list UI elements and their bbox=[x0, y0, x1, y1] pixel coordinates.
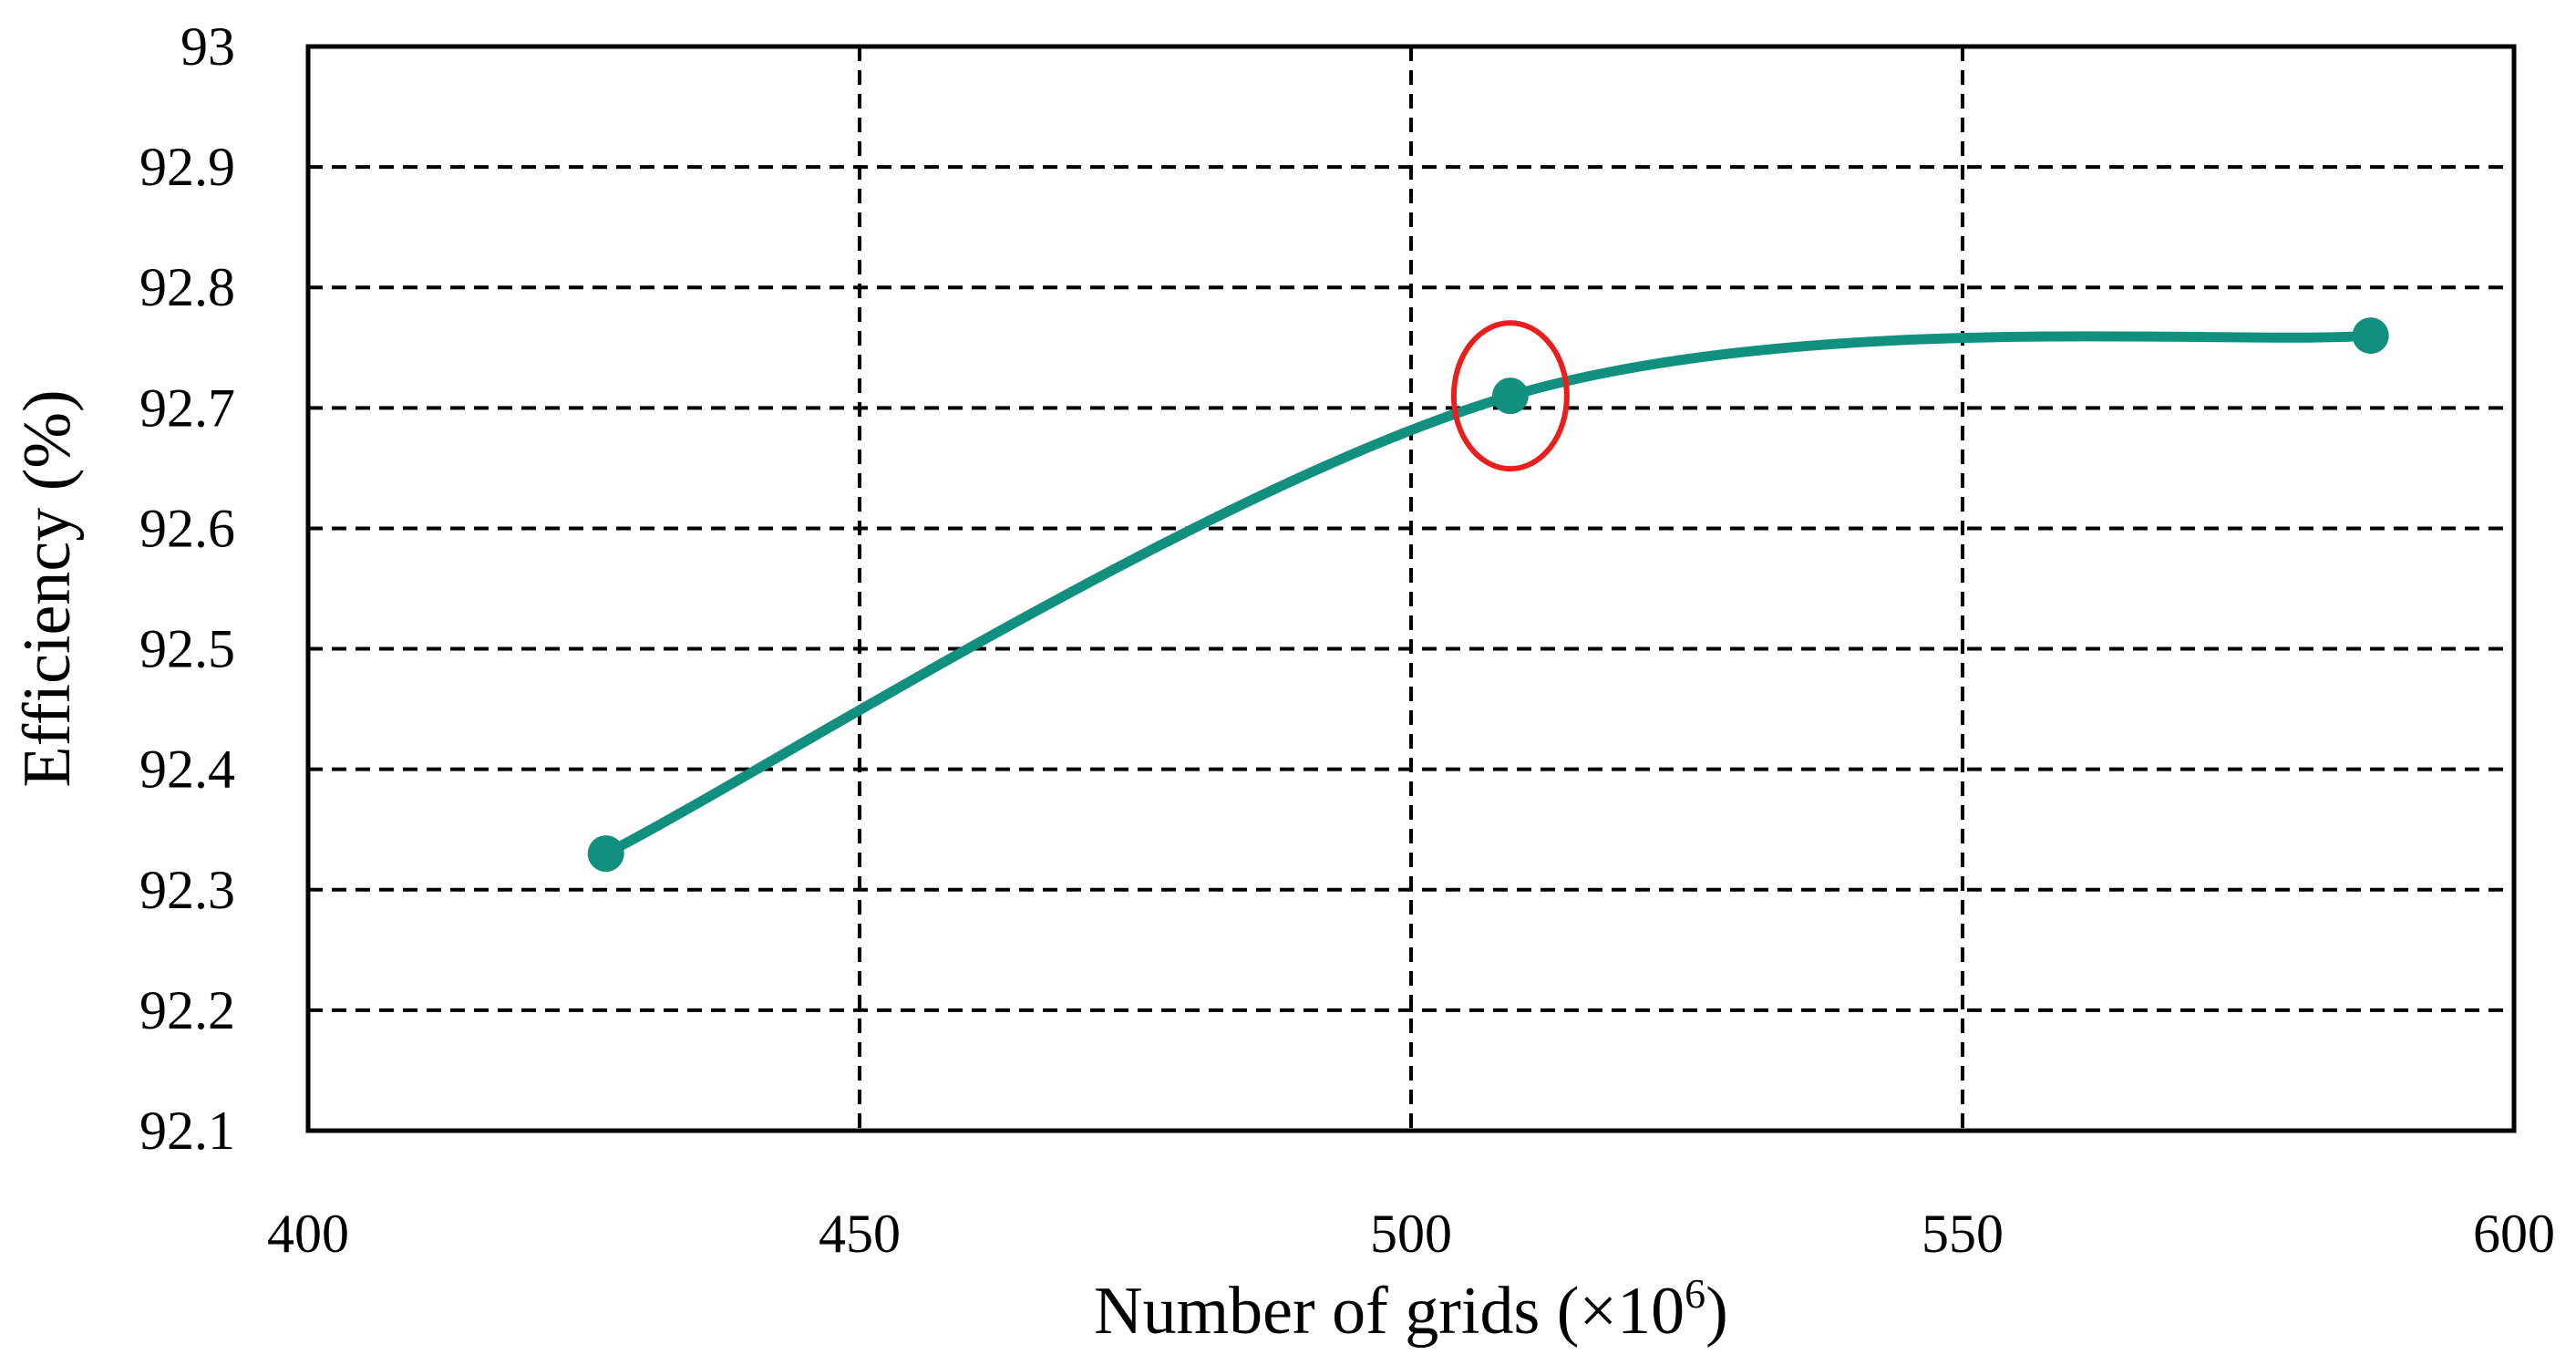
highlight-ellipse bbox=[1450, 320, 1570, 472]
x-tick-label: 550 bbox=[1922, 1204, 2004, 1264]
series-line bbox=[601, 330, 2376, 859]
y-tick-label: 92.6 bbox=[139, 498, 235, 558]
plot-area bbox=[305, 44, 2517, 1133]
x-axis-title: Number of grids (×106) bbox=[1094, 1270, 1728, 1349]
y-axis-title: Efficiency (%) bbox=[10, 389, 85, 787]
y-tick-label: 92.8 bbox=[139, 257, 235, 317]
y-tick-label: 92.7 bbox=[139, 377, 235, 438]
y-axis-ticks: 92.1 92.2 92.3 92.4 92.5 92.6 92.7 92.8 92.9 93 bbox=[139, 16, 235, 1161]
x-tick-label: 500 bbox=[1370, 1204, 1452, 1264]
y-tick-label: 92.3 bbox=[139, 860, 235, 920]
y-tick-label: 92.1 bbox=[139, 1101, 235, 1161]
x-axis-title-main: Number of grids (×10 bbox=[1094, 1274, 1685, 1349]
grid-lines bbox=[308, 47, 2514, 1131]
y-tick-label: 92.9 bbox=[139, 137, 235, 197]
y-tick-label: 92.2 bbox=[139, 980, 235, 1040]
x-tick-label: 600 bbox=[2473, 1204, 2555, 1264]
y-tick-label: 92.5 bbox=[139, 619, 235, 679]
x-tick-label: 400 bbox=[267, 1204, 349, 1264]
data-point bbox=[1491, 377, 1529, 415]
data-point bbox=[2352, 317, 2389, 355]
x-axis-title-superscript: 6 bbox=[1685, 1270, 1705, 1317]
data-point bbox=[587, 835, 624, 873]
y-tick-label: 92.4 bbox=[139, 739, 235, 800]
x-axis-ticks: 400 450 500 550 600 bbox=[267, 1204, 2555, 1264]
y-tick-label: 93 bbox=[180, 16, 235, 77]
x-axis-title-close: ) bbox=[1705, 1274, 1728, 1349]
x-tick-label: 450 bbox=[819, 1204, 901, 1264]
series-layer bbox=[587, 317, 2389, 873]
